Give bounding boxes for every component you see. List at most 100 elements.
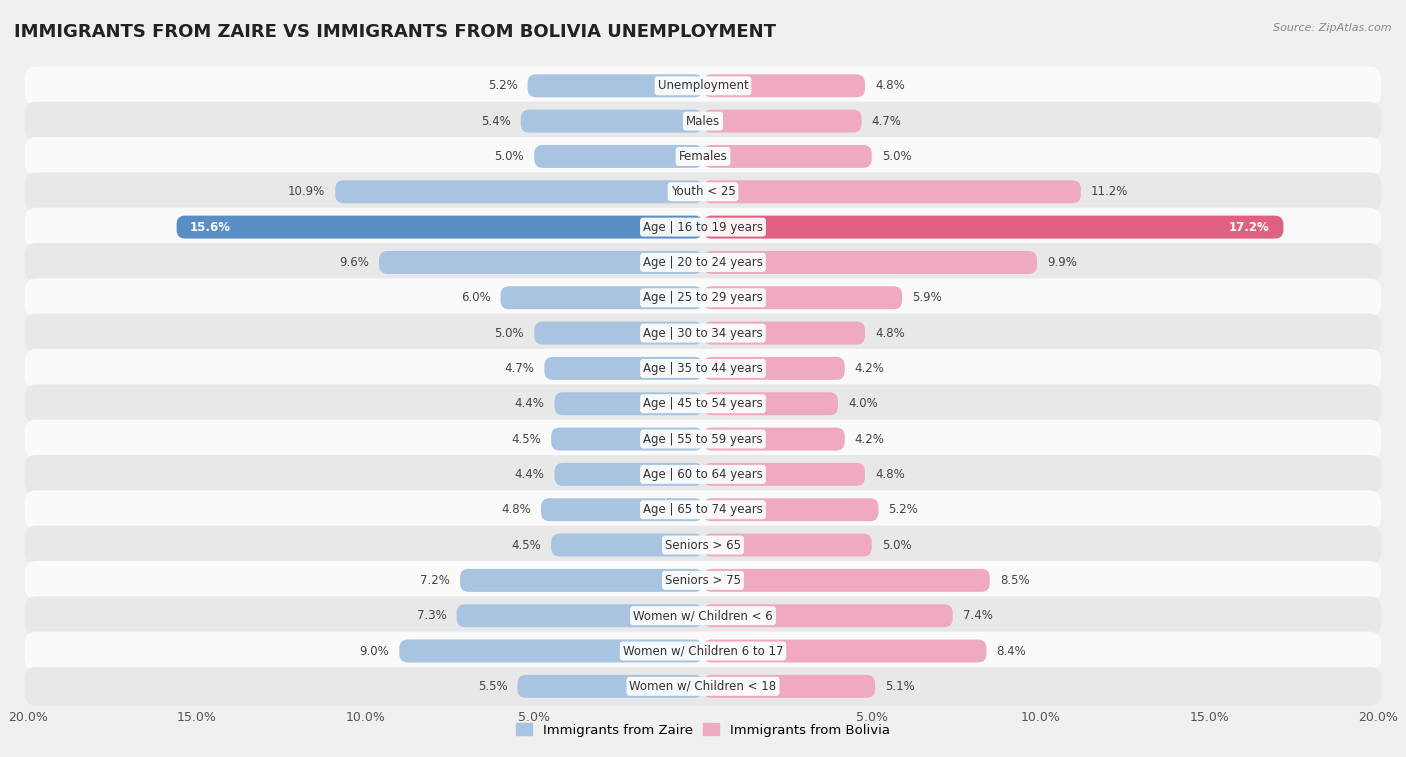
FancyBboxPatch shape <box>703 604 953 627</box>
FancyBboxPatch shape <box>177 216 703 238</box>
Text: 4.2%: 4.2% <box>855 362 884 375</box>
Text: Seniors > 65: Seniors > 65 <box>665 538 741 552</box>
Text: 5.4%: 5.4% <box>481 114 510 128</box>
FancyBboxPatch shape <box>703 357 845 380</box>
FancyBboxPatch shape <box>703 534 872 556</box>
FancyBboxPatch shape <box>541 498 703 522</box>
Text: 4.5%: 4.5% <box>512 538 541 552</box>
Text: Age | 55 to 59 years: Age | 55 to 59 years <box>643 432 763 446</box>
Text: 4.8%: 4.8% <box>875 79 905 92</box>
FancyBboxPatch shape <box>703 216 1284 238</box>
Text: 11.2%: 11.2% <box>1091 185 1129 198</box>
FancyBboxPatch shape <box>551 428 703 450</box>
Text: 5.5%: 5.5% <box>478 680 508 693</box>
FancyBboxPatch shape <box>25 385 1381 423</box>
Text: 4.4%: 4.4% <box>515 397 544 410</box>
FancyBboxPatch shape <box>703 74 865 97</box>
FancyBboxPatch shape <box>703 463 865 486</box>
FancyBboxPatch shape <box>25 101 1381 141</box>
FancyBboxPatch shape <box>551 534 703 556</box>
FancyBboxPatch shape <box>554 463 703 486</box>
Text: Seniors > 75: Seniors > 75 <box>665 574 741 587</box>
FancyBboxPatch shape <box>544 357 703 380</box>
FancyBboxPatch shape <box>25 561 1381 600</box>
Text: 5.2%: 5.2% <box>488 79 517 92</box>
FancyBboxPatch shape <box>703 392 838 415</box>
FancyBboxPatch shape <box>703 498 879 522</box>
Text: 4.7%: 4.7% <box>505 362 534 375</box>
Text: 9.6%: 9.6% <box>339 256 368 269</box>
Text: 15.6%: 15.6% <box>190 220 231 234</box>
Text: Males: Males <box>686 114 720 128</box>
FancyBboxPatch shape <box>25 67 1381 105</box>
Text: 7.3%: 7.3% <box>416 609 447 622</box>
Text: Women w/ Children < 18: Women w/ Children < 18 <box>630 680 776 693</box>
FancyBboxPatch shape <box>703 286 903 309</box>
FancyBboxPatch shape <box>703 145 872 168</box>
FancyBboxPatch shape <box>554 392 703 415</box>
Text: 9.9%: 9.9% <box>1047 256 1077 269</box>
FancyBboxPatch shape <box>25 207 1381 247</box>
FancyBboxPatch shape <box>527 74 703 97</box>
FancyBboxPatch shape <box>25 173 1381 211</box>
FancyBboxPatch shape <box>460 569 703 592</box>
Text: 5.1%: 5.1% <box>886 680 915 693</box>
FancyBboxPatch shape <box>25 279 1381 317</box>
Text: Age | 25 to 29 years: Age | 25 to 29 years <box>643 291 763 304</box>
FancyBboxPatch shape <box>399 640 703 662</box>
Text: 4.8%: 4.8% <box>875 326 905 340</box>
FancyBboxPatch shape <box>25 491 1381 529</box>
Text: 8.5%: 8.5% <box>1000 574 1029 587</box>
FancyBboxPatch shape <box>25 419 1381 459</box>
FancyBboxPatch shape <box>25 137 1381 176</box>
Text: 4.8%: 4.8% <box>875 468 905 481</box>
Text: 6.0%: 6.0% <box>461 291 491 304</box>
Text: 5.0%: 5.0% <box>882 150 911 163</box>
FancyBboxPatch shape <box>703 180 1081 203</box>
FancyBboxPatch shape <box>703 110 862 132</box>
FancyBboxPatch shape <box>703 675 875 698</box>
Text: 4.4%: 4.4% <box>515 468 544 481</box>
Text: Age | 35 to 44 years: Age | 35 to 44 years <box>643 362 763 375</box>
Text: 10.9%: 10.9% <box>288 185 325 198</box>
FancyBboxPatch shape <box>25 667 1381 706</box>
Text: 5.2%: 5.2% <box>889 503 918 516</box>
FancyBboxPatch shape <box>703 428 845 450</box>
FancyBboxPatch shape <box>25 243 1381 282</box>
Text: Age | 45 to 54 years: Age | 45 to 54 years <box>643 397 763 410</box>
Text: Age | 65 to 74 years: Age | 65 to 74 years <box>643 503 763 516</box>
Text: Age | 16 to 19 years: Age | 16 to 19 years <box>643 220 763 234</box>
FancyBboxPatch shape <box>457 604 703 627</box>
Text: 4.8%: 4.8% <box>501 503 531 516</box>
Text: 5.0%: 5.0% <box>495 150 524 163</box>
Text: Age | 30 to 34 years: Age | 30 to 34 years <box>643 326 763 340</box>
Text: Females: Females <box>679 150 727 163</box>
FancyBboxPatch shape <box>703 640 987 662</box>
FancyBboxPatch shape <box>534 322 703 344</box>
Text: 7.4%: 7.4% <box>963 609 993 622</box>
FancyBboxPatch shape <box>25 597 1381 635</box>
Text: 5.0%: 5.0% <box>495 326 524 340</box>
Text: 8.4%: 8.4% <box>997 644 1026 658</box>
Text: Age | 20 to 24 years: Age | 20 to 24 years <box>643 256 763 269</box>
Text: 5.9%: 5.9% <box>912 291 942 304</box>
Text: Unemployment: Unemployment <box>658 79 748 92</box>
FancyBboxPatch shape <box>703 322 865 344</box>
Text: Age | 60 to 64 years: Age | 60 to 64 years <box>643 468 763 481</box>
Text: 4.7%: 4.7% <box>872 114 901 128</box>
Text: 17.2%: 17.2% <box>1229 220 1270 234</box>
FancyBboxPatch shape <box>703 569 990 592</box>
FancyBboxPatch shape <box>25 525 1381 565</box>
FancyBboxPatch shape <box>25 313 1381 353</box>
Text: 7.2%: 7.2% <box>420 574 450 587</box>
FancyBboxPatch shape <box>534 145 703 168</box>
FancyBboxPatch shape <box>501 286 703 309</box>
Text: 9.0%: 9.0% <box>360 644 389 658</box>
FancyBboxPatch shape <box>520 110 703 132</box>
Text: Source: ZipAtlas.com: Source: ZipAtlas.com <box>1274 23 1392 33</box>
FancyBboxPatch shape <box>25 349 1381 388</box>
Text: 4.0%: 4.0% <box>848 397 877 410</box>
Text: 4.5%: 4.5% <box>512 432 541 446</box>
Text: 4.2%: 4.2% <box>855 432 884 446</box>
FancyBboxPatch shape <box>25 631 1381 671</box>
